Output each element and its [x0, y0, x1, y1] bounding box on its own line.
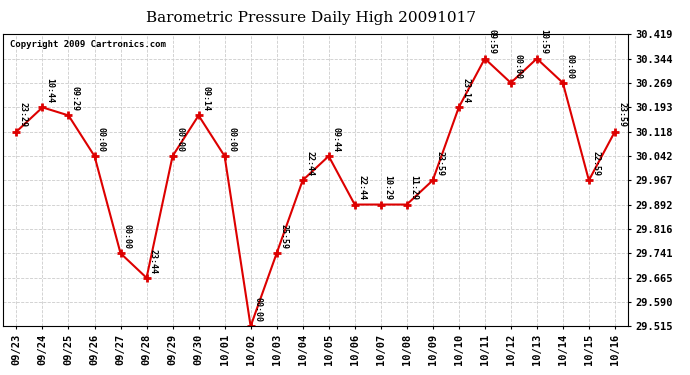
Text: 10:44: 10:44	[45, 78, 54, 103]
Text: 11:29: 11:29	[409, 176, 418, 200]
Text: 23:59: 23:59	[618, 102, 627, 128]
Text: 22:44: 22:44	[357, 176, 366, 200]
Text: 09:59: 09:59	[487, 30, 496, 54]
Text: 22:44: 22:44	[305, 151, 314, 176]
Text: 25:59: 25:59	[279, 224, 288, 249]
Text: 09:14: 09:14	[201, 86, 210, 111]
Text: Copyright 2009 Cartronics.com: Copyright 2009 Cartronics.com	[10, 40, 166, 49]
Text: 00:00: 00:00	[123, 224, 132, 249]
Text: 09:44: 09:44	[331, 127, 340, 152]
Text: 00:00: 00:00	[97, 127, 106, 152]
Text: 22:59: 22:59	[591, 151, 600, 176]
Text: 23:44: 23:44	[149, 249, 158, 274]
Text: 00:00: 00:00	[227, 127, 236, 152]
Text: 10:29: 10:29	[383, 176, 392, 200]
Text: 23:14: 23:14	[461, 78, 470, 103]
Text: Barometric Pressure Daily High 20091017: Barometric Pressure Daily High 20091017	[146, 11, 475, 25]
Text: 00:00: 00:00	[253, 297, 262, 322]
Text: 00:00: 00:00	[513, 54, 522, 79]
Text: 23:59: 23:59	[435, 151, 444, 176]
Text: 23:29: 23:29	[19, 102, 28, 128]
Text: 09:29: 09:29	[71, 86, 80, 111]
Text: 00:00: 00:00	[175, 127, 184, 152]
Text: 00:00: 00:00	[565, 54, 574, 79]
Text: 10:59: 10:59	[540, 30, 549, 54]
